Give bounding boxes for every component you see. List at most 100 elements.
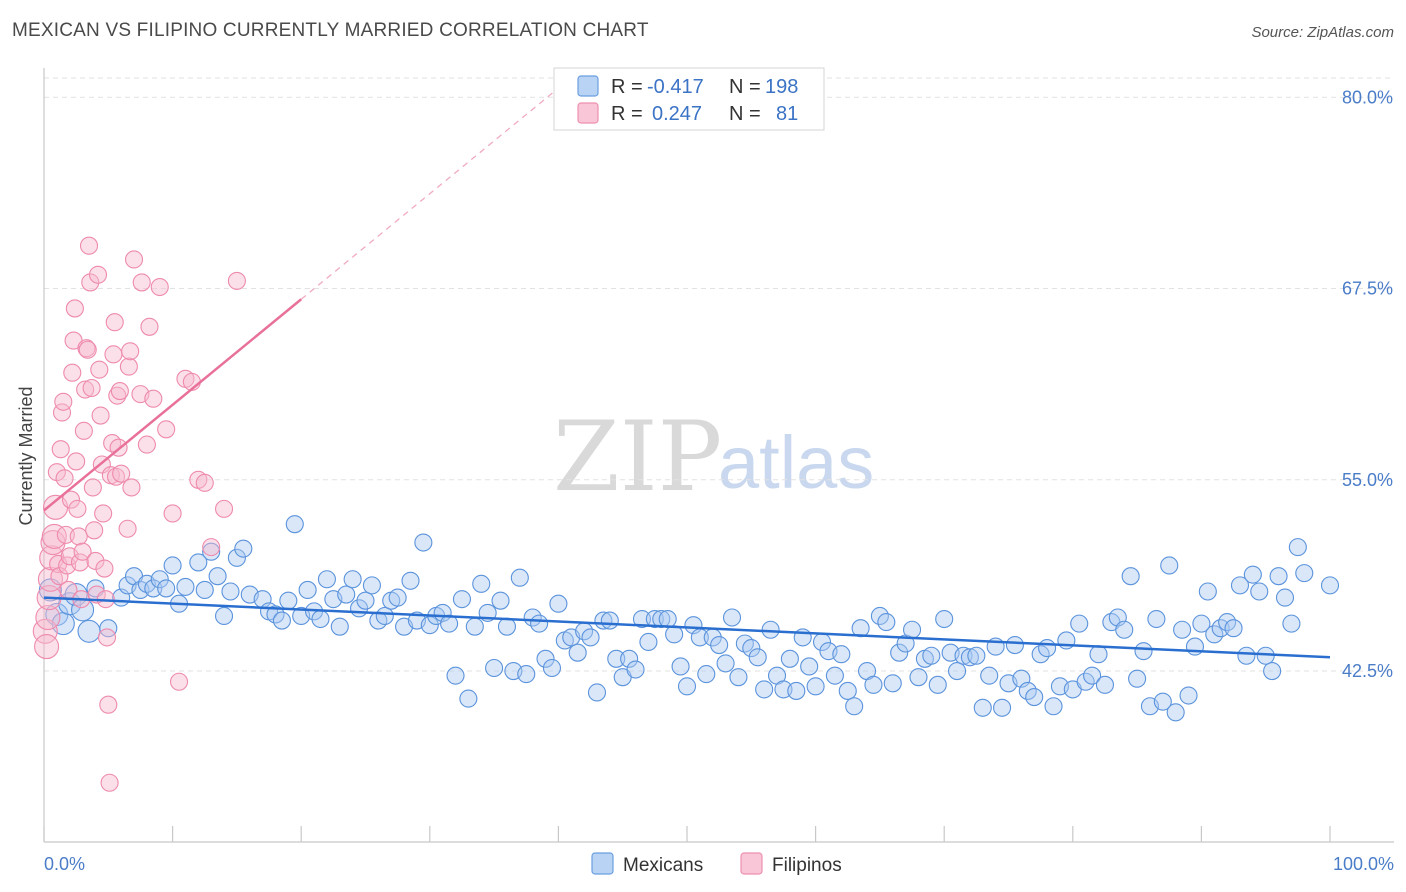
trend-line-filipinos-extension <box>300 87 559 300</box>
point-mexican <box>497 617 517 636</box>
point-filipino <box>90 360 109 379</box>
point-mexican <box>1230 576 1250 595</box>
point-mexican <box>1173 620 1192 639</box>
point-mexican <box>337 585 356 604</box>
point-mexican <box>922 646 941 665</box>
point-mexican <box>176 577 195 596</box>
point-filipino <box>121 342 140 361</box>
legend-r-label-mexicans: R = <box>611 76 643 98</box>
point-mexican <box>716 654 735 673</box>
point-filipino <box>94 504 113 523</box>
point-filipino <box>104 345 123 364</box>
point-mexican <box>317 570 336 589</box>
point-mexican <box>581 628 600 647</box>
point-mexican <box>343 570 362 589</box>
point-mexican <box>530 614 549 633</box>
point-mexican <box>1128 669 1147 688</box>
point-filipino <box>144 389 163 408</box>
point-mexican <box>658 609 677 629</box>
top-legend-box <box>553 67 825 131</box>
point-filipino <box>70 553 90 572</box>
point-mexican <box>163 556 182 575</box>
point-mexican <box>150 570 169 589</box>
point-mexican <box>1153 692 1172 711</box>
legend-r-value-mexicans: -0.417 <box>647 76 704 98</box>
point-mexican <box>189 553 208 572</box>
point-mexican <box>735 634 754 653</box>
watermark-zip: ZIP <box>553 401 722 513</box>
bottom-legend-swatch-mexicans <box>591 852 614 875</box>
point-mexican <box>1243 565 1262 584</box>
x-axis-ticks <box>43 826 1331 842</box>
point-filipino <box>106 467 126 486</box>
point-filipino <box>82 378 101 398</box>
point-mexican <box>639 632 658 652</box>
legend-n-value-filipinos: 81 <box>776 103 798 125</box>
bottom-legend-label-mexicans: Mexicans <box>623 855 703 876</box>
point-mexican <box>710 635 729 655</box>
point-mexican <box>465 617 484 636</box>
point-mexican <box>993 698 1012 717</box>
y-tick-label: 67.5% <box>1342 279 1393 299</box>
point-mexican <box>298 580 317 600</box>
point-mexican <box>330 617 349 636</box>
grid-lines <box>44 77 1394 672</box>
trend-line-filipinos <box>43 298 302 512</box>
point-filipino <box>85 521 104 540</box>
point-filipino <box>68 499 87 518</box>
y-tick-label: 42.5% <box>1342 661 1393 681</box>
point-mexican <box>1198 582 1217 601</box>
point-mexican <box>1134 642 1153 661</box>
point-mexican <box>362 576 381 595</box>
point-mexican <box>214 606 234 626</box>
legend-r-label-filipinos: R = <box>611 103 643 125</box>
point-mexican <box>401 571 420 590</box>
point-mexican <box>1192 614 1211 633</box>
point-filipino <box>214 499 234 518</box>
point-mexican <box>626 660 645 679</box>
point-mexican <box>1320 576 1340 595</box>
point-mexican <box>285 515 304 534</box>
point-filipino <box>69 527 88 546</box>
point-mexican <box>742 639 761 658</box>
point-filipino <box>88 265 108 284</box>
point-mexican <box>722 608 742 627</box>
point-filipino <box>110 382 129 401</box>
point-mexican <box>935 609 954 629</box>
point-mexican <box>845 697 864 716</box>
point-mexican <box>388 588 407 607</box>
point-mexican <box>1083 666 1102 685</box>
point-mexican <box>1025 688 1044 707</box>
point-mexican <box>452 590 472 609</box>
watermark-atlas: atlas <box>718 421 874 504</box>
point-mexican <box>825 666 844 685</box>
point-mexican <box>877 613 896 632</box>
point-mexican <box>665 625 684 644</box>
point-mexican <box>761 620 780 639</box>
point-mexican <box>600 611 619 630</box>
point-mexican <box>838 681 857 700</box>
point-filipino <box>83 478 102 497</box>
point-mexican <box>806 677 825 696</box>
point-filipino <box>79 236 99 255</box>
point-mexican <box>960 648 979 667</box>
point-mexican <box>472 574 491 593</box>
x-tick-label-min: 0.0% <box>44 854 85 874</box>
point-mexican <box>671 657 690 676</box>
point-mexican <box>1269 567 1288 586</box>
point-mexican <box>221 582 240 601</box>
point-mexican <box>902 620 922 639</box>
bottom-legend-swatch-filipinos <box>740 852 763 875</box>
point-mexican <box>652 609 671 629</box>
point-mexican <box>1166 703 1185 722</box>
point-mexican <box>568 643 587 662</box>
legend-n-value-mexicans: 198 <box>765 76 798 98</box>
point-mexican <box>459 689 478 708</box>
point-mexican <box>1282 614 1301 633</box>
point-mexican <box>99 619 118 638</box>
point-mexican <box>536 649 555 668</box>
point-filipino <box>105 313 124 332</box>
point-filipino <box>195 473 214 492</box>
point-mexican <box>356 591 375 610</box>
